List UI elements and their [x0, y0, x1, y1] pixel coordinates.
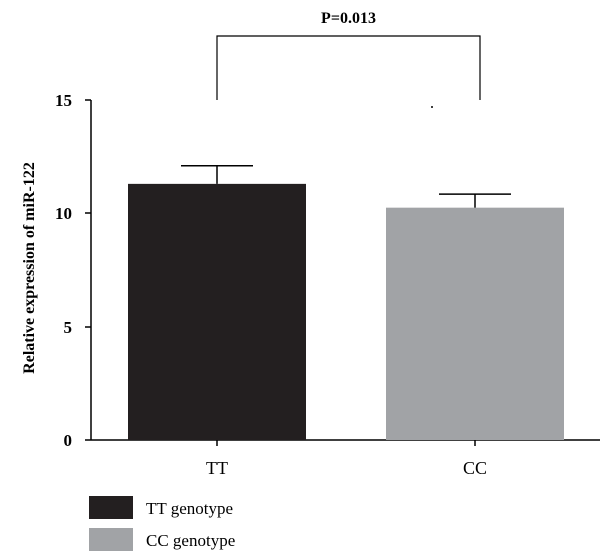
legend-swatch-cc	[89, 528, 133, 551]
legend-swatch-tt	[89, 496, 133, 519]
y-tick-label: 15	[55, 91, 72, 110]
significance-bracket	[216, 35, 481, 100]
y-tick-label: 10	[55, 204, 72, 223]
x-tick-label-cc: CC	[463, 458, 487, 478]
y-axis-title: Relative expression of miR-122	[21, 162, 38, 374]
p-value-label: P=0.013	[321, 10, 376, 27]
legend-label-cc: CC genotype	[146, 531, 235, 550]
legend: TT genotype CC genotype	[89, 496, 235, 551]
stray-dot	[431, 106, 433, 108]
x-tick-label-tt: TT	[206, 458, 228, 478]
legend-label-tt: TT genotype	[146, 499, 233, 518]
bar-cc	[386, 207, 564, 440]
y-tick-label: 0	[64, 431, 73, 450]
bar-tt	[128, 183, 306, 440]
y-ticks: 0 5 10 15	[55, 91, 91, 450]
y-tick-label: 5	[64, 318, 73, 337]
